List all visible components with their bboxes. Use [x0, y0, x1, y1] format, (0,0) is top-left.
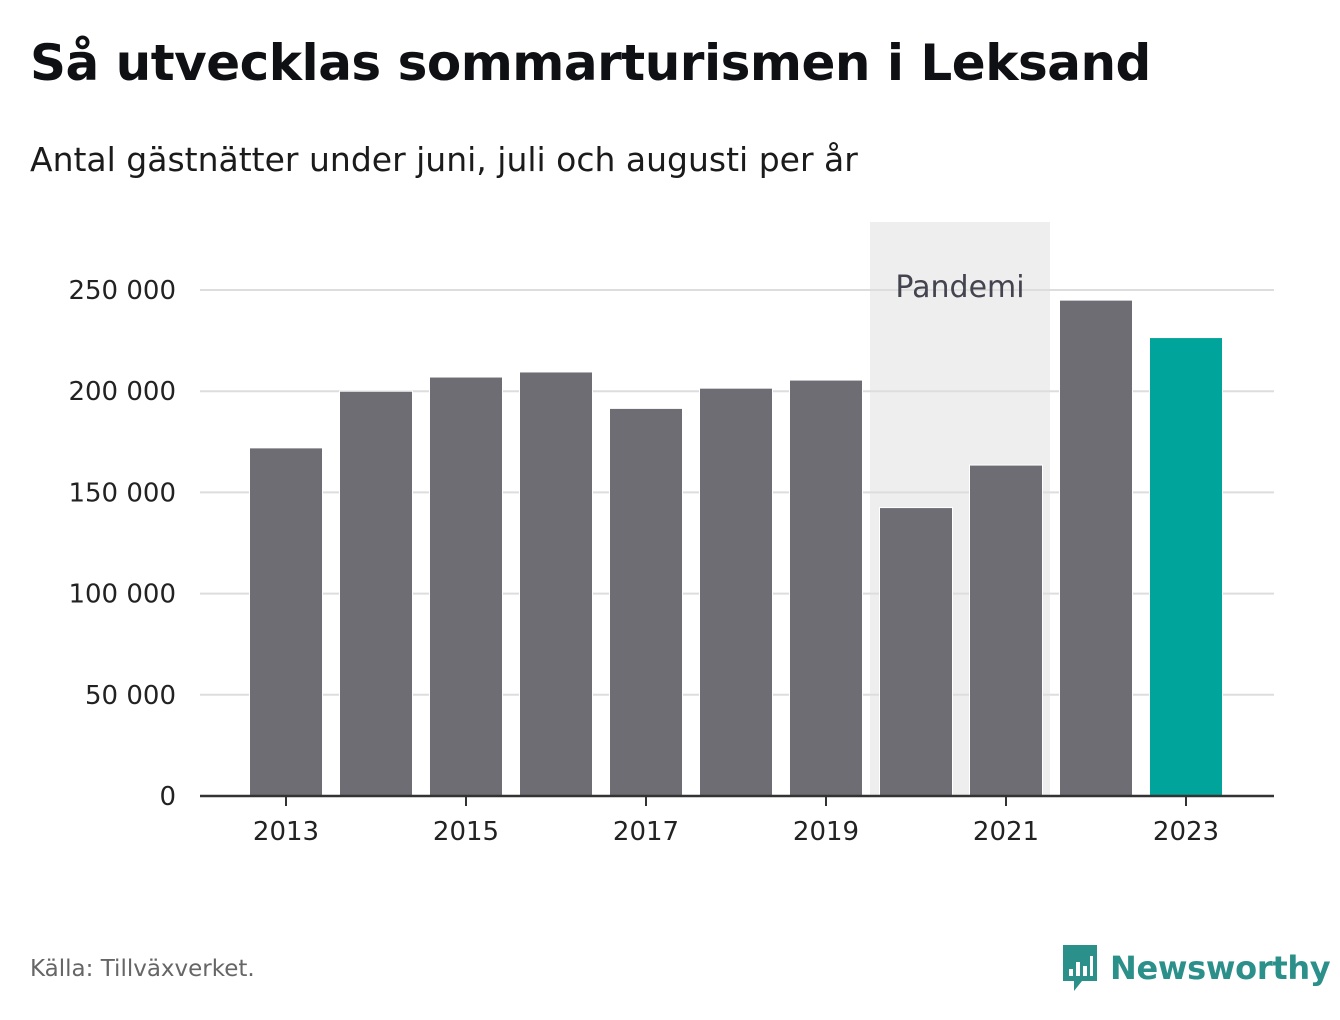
bar-2016 [519, 371, 593, 797]
pandemic-label: Pandemi [895, 270, 1024, 305]
y-tick-label: 150 000 [68, 478, 176, 508]
brand-logo[interactable]: Newsworthy [1060, 940, 1331, 996]
bar-layer [249, 299, 1223, 797]
axis-layer: 0 50 000 100 000 150 000 200 000 250 000 Pande… [68, 270, 1274, 847]
bar-2023 [1149, 337, 1223, 797]
y-tick-label: 50 000 [85, 681, 176, 711]
x-tick-label: 2021 [973, 817, 1039, 847]
bar-chart: 0 50 000 100 000 150 000 200 000 250 000 Pande… [68, 222, 1274, 847]
x-tick-label: 2023 [1153, 817, 1219, 847]
bar-2019 [789, 379, 863, 797]
x-tick-label: 2015 [433, 817, 499, 847]
chart-subtitle: Antal gästnätter under juni, juli och au… [30, 140, 858, 179]
bar-2021 [969, 464, 1043, 797]
bar-2020 [879, 507, 953, 797]
y-tick-label: 0 [159, 782, 176, 812]
y-tick-label: 100 000 [68, 580, 176, 610]
bar-2022 [1059, 299, 1133, 797]
bar-2013 [249, 447, 323, 797]
y-tick-label: 200 000 [68, 377, 176, 407]
source-note: Källa: Tillväxverket. [30, 956, 255, 982]
x-tick-label: 2017 [613, 817, 679, 847]
bar-2014 [339, 390, 413, 797]
bar-2015 [429, 376, 503, 797]
y-tick-label: 250 000 [68, 276, 176, 306]
x-tick-label: 2019 [793, 817, 859, 847]
bar-2017 [609, 407, 683, 797]
x-tick-label: 2013 [253, 817, 319, 847]
brand-name: Newsworthy [1110, 949, 1331, 987]
newsworthy-logo-icon [1063, 945, 1097, 991]
bar-2018 [699, 387, 773, 797]
chart-title: Så utvecklas sommarturismen i Leksand [30, 34, 1151, 92]
